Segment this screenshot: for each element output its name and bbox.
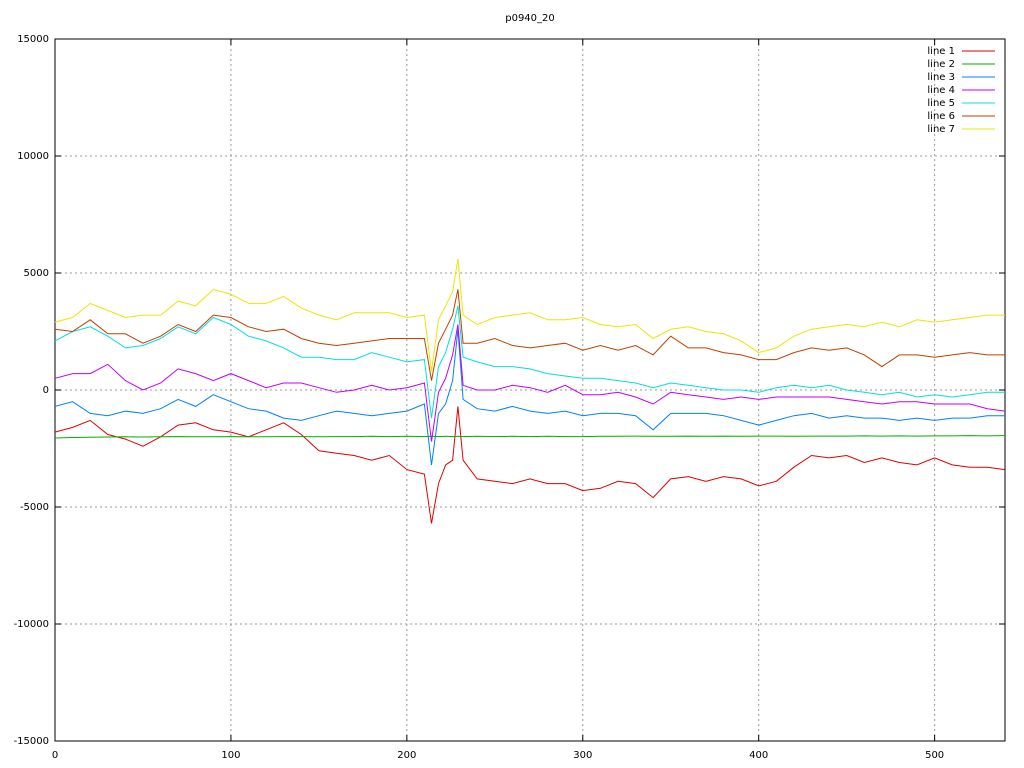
- x-tick-label: 300: [573, 750, 592, 761]
- y-tick-label: -15000: [14, 736, 49, 747]
- data-line: [54, 289, 1005, 381]
- y-tick-label: 15000: [17, 34, 49, 45]
- x-tick-label: 500: [925, 750, 944, 761]
- y-tick-label: -10000: [14, 619, 49, 630]
- y-tick-label: -5000: [20, 502, 49, 513]
- legend-label: line 6: [927, 111, 955, 122]
- data-line: [54, 329, 1005, 465]
- x-tick-label: 100: [221, 750, 240, 761]
- data-line: [54, 305, 1005, 419]
- data-line: [54, 324, 1006, 442]
- chart-title: p0940_20: [505, 13, 555, 24]
- legend-label: line 2: [927, 59, 955, 70]
- data-line: [54, 258, 1005, 372]
- x-tick-label: 200: [397, 750, 416, 761]
- x-tick-label: 0: [52, 750, 58, 761]
- legend-label: line 5: [927, 98, 955, 109]
- x-tick-label: 400: [749, 750, 768, 761]
- y-tick-label: 5000: [24, 268, 49, 279]
- legend-label: line 7: [927, 124, 955, 135]
- data-line: [54, 406, 1006, 524]
- y-tick-label: 10000: [17, 151, 49, 162]
- legend-label: line 3: [927, 72, 955, 83]
- legend-label: line 1: [927, 46, 955, 57]
- data-line: [54, 435, 1006, 439]
- y-tick-label: 0: [43, 385, 49, 396]
- legend-label: line 4: [927, 85, 955, 96]
